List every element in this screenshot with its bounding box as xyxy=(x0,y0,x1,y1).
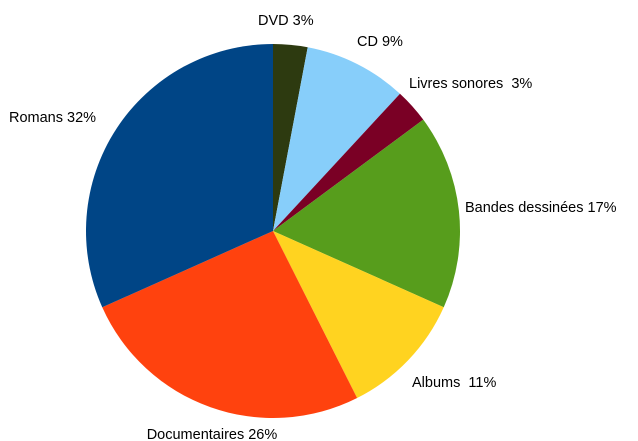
slice-label-5: Documentaires 26% xyxy=(147,427,278,441)
pie-slice-2 xyxy=(273,93,424,231)
pie-slice-5 xyxy=(102,231,358,418)
pie-slice-4 xyxy=(273,231,444,399)
pie-slice-3 xyxy=(273,119,460,308)
slice-label-3: Bandes dessinées 17% xyxy=(465,200,617,216)
slice-label-6: Romans 32% xyxy=(9,110,96,126)
pie-slice-6 xyxy=(86,44,274,308)
pie-slice-1 xyxy=(273,47,400,231)
slice-label-2: Livres sonores 3% xyxy=(409,76,532,92)
slice-label-0: DVD 3% xyxy=(258,13,314,29)
pie-slices xyxy=(86,44,460,418)
slice-label-4: Albums 11% xyxy=(412,375,496,391)
pie-slice-0 xyxy=(273,44,308,231)
pie-labels: DVD 3% CD 9% Livres sonores 3% Bandes dessi… xyxy=(9,13,617,441)
slice-label-1: CD 9% xyxy=(357,34,403,50)
